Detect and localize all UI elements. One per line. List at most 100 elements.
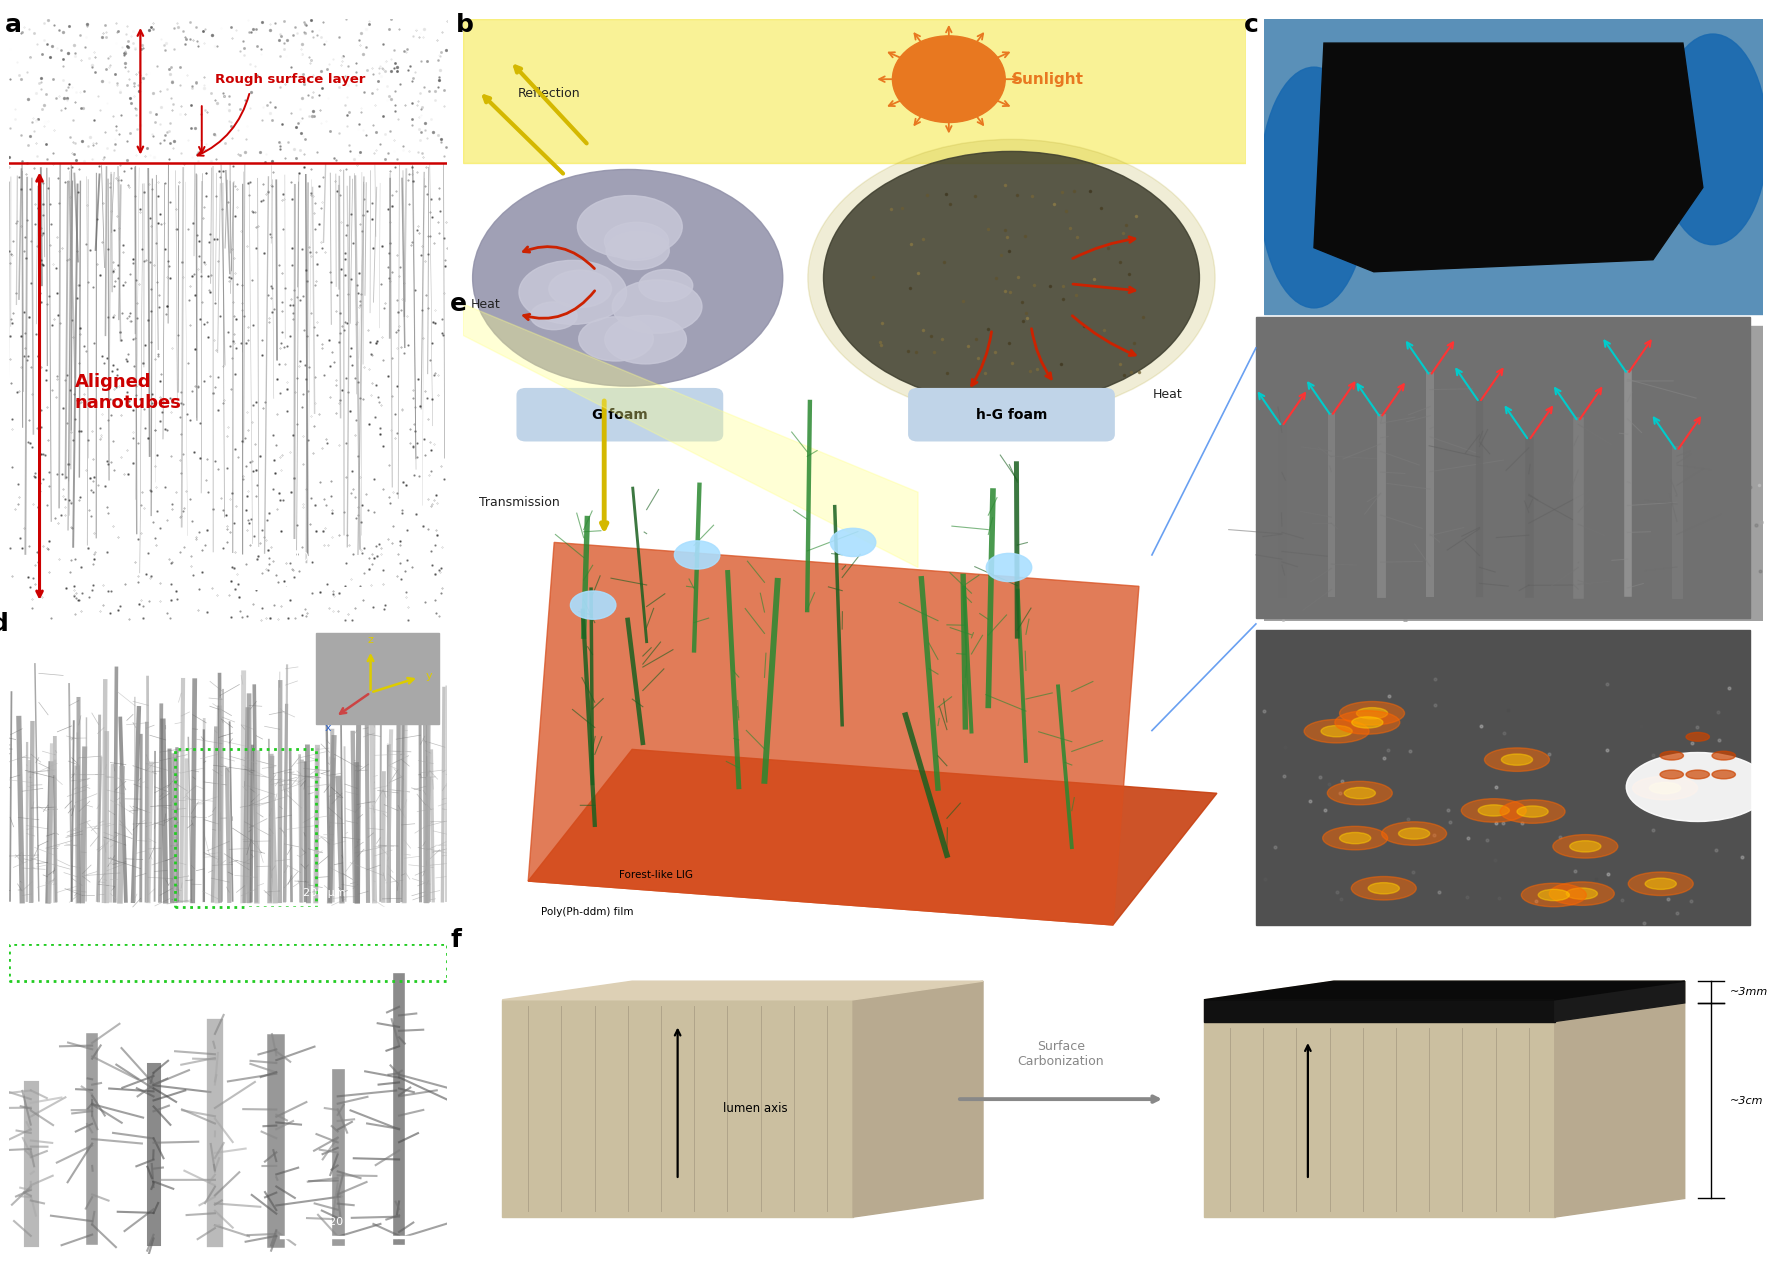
Ellipse shape — [571, 590, 615, 620]
Text: 20 μm: 20 μm — [329, 1216, 364, 1226]
Ellipse shape — [831, 528, 875, 556]
Ellipse shape — [824, 152, 1199, 404]
Polygon shape — [1314, 43, 1703, 272]
Bar — [9, 944, 447, 981]
Ellipse shape — [1538, 889, 1570, 901]
Ellipse shape — [808, 139, 1215, 417]
Ellipse shape — [605, 222, 668, 261]
Ellipse shape — [1543, 489, 1634, 528]
Bar — [1255, 630, 1750, 925]
Bar — [1264, 326, 1763, 621]
Ellipse shape — [1604, 546, 1703, 590]
Text: Transmission: Transmission — [479, 497, 560, 509]
Ellipse shape — [1335, 711, 1400, 734]
Polygon shape — [529, 749, 1216, 925]
Ellipse shape — [612, 280, 702, 333]
Ellipse shape — [1344, 788, 1376, 798]
Ellipse shape — [1658, 34, 1768, 245]
Ellipse shape — [1259, 67, 1368, 308]
Ellipse shape — [1517, 806, 1549, 817]
Ellipse shape — [1476, 497, 1600, 556]
Polygon shape — [1204, 1000, 1554, 1021]
Ellipse shape — [1478, 805, 1510, 816]
Text: f: f — [451, 929, 461, 953]
Bar — [1255, 317, 1750, 618]
Text: e: e — [451, 291, 467, 315]
Text: 10μm: 10μm — [292, 551, 331, 564]
Ellipse shape — [1660, 770, 1683, 779]
Text: Surface
Carbonization: Surface Carbonization — [1018, 1040, 1105, 1068]
Ellipse shape — [548, 270, 612, 308]
Ellipse shape — [1340, 702, 1404, 725]
Bar — [175, 749, 316, 907]
Ellipse shape — [1646, 878, 1676, 889]
Ellipse shape — [605, 315, 686, 364]
Text: d: d — [0, 612, 9, 636]
Ellipse shape — [1499, 799, 1565, 824]
Ellipse shape — [1570, 841, 1600, 851]
Ellipse shape — [1308, 506, 1418, 559]
Bar — [1264, 19, 1763, 314]
Text: ~3mm: ~3mm — [1731, 987, 1768, 997]
Ellipse shape — [1687, 770, 1710, 779]
Polygon shape — [463, 304, 918, 568]
Ellipse shape — [578, 195, 682, 258]
Ellipse shape — [1356, 708, 1388, 718]
Ellipse shape — [606, 232, 670, 270]
Ellipse shape — [1328, 782, 1393, 805]
Ellipse shape — [1552, 835, 1618, 858]
Ellipse shape — [1485, 748, 1549, 772]
Circle shape — [1627, 753, 1768, 821]
Text: h-G foam: h-G foam — [976, 408, 1047, 422]
Ellipse shape — [1321, 726, 1353, 737]
Text: c: c — [1245, 13, 1259, 37]
Ellipse shape — [674, 541, 720, 569]
Ellipse shape — [1520, 883, 1586, 907]
FancyBboxPatch shape — [909, 388, 1116, 441]
Polygon shape — [502, 1000, 854, 1218]
Text: z: z — [368, 636, 373, 645]
Polygon shape — [463, 19, 1246, 163]
Text: b: b — [456, 13, 474, 37]
Polygon shape — [1554, 981, 1685, 1218]
Ellipse shape — [1660, 751, 1683, 760]
Ellipse shape — [1353, 717, 1383, 729]
Polygon shape — [529, 542, 1139, 925]
Text: y: y — [426, 670, 431, 680]
Ellipse shape — [1381, 822, 1446, 845]
Text: G foam: G foam — [592, 408, 647, 422]
Text: Sunlight: Sunlight — [1011, 72, 1084, 86]
Ellipse shape — [1687, 732, 1710, 741]
Ellipse shape — [530, 302, 576, 329]
Polygon shape — [1554, 981, 1685, 1021]
Text: Rough surface layer: Rough surface layer — [216, 72, 366, 86]
Text: Reflection: Reflection — [518, 87, 580, 100]
Text: a: a — [5, 13, 21, 37]
Text: x: x — [325, 723, 331, 732]
Ellipse shape — [1566, 888, 1598, 900]
Text: Heat: Heat — [470, 298, 500, 310]
Text: ~3cm: ~3cm — [1731, 1096, 1764, 1106]
Ellipse shape — [1305, 720, 1368, 742]
Ellipse shape — [638, 270, 693, 302]
Ellipse shape — [472, 170, 783, 386]
Ellipse shape — [1650, 783, 1681, 793]
Polygon shape — [1204, 981, 1685, 1000]
FancyBboxPatch shape — [516, 388, 723, 441]
Ellipse shape — [1409, 561, 1499, 603]
Ellipse shape — [1340, 832, 1370, 844]
Ellipse shape — [987, 554, 1033, 582]
Ellipse shape — [1632, 777, 1697, 799]
Text: lumen axis: lumen axis — [723, 1102, 789, 1115]
Polygon shape — [502, 981, 983, 1000]
Ellipse shape — [520, 261, 626, 324]
Circle shape — [893, 35, 1006, 123]
Text: Forest-like LIG: Forest-like LIG — [619, 870, 693, 879]
Polygon shape — [854, 981, 983, 1218]
Bar — [316, 634, 438, 725]
Ellipse shape — [1628, 872, 1694, 896]
Ellipse shape — [1322, 826, 1388, 850]
Text: 200 μm: 200 μm — [304, 888, 347, 898]
Text: Poly(Ph-ddm) film: Poly(Ph-ddm) film — [541, 907, 633, 917]
Text: Heat: Heat — [1153, 388, 1183, 402]
